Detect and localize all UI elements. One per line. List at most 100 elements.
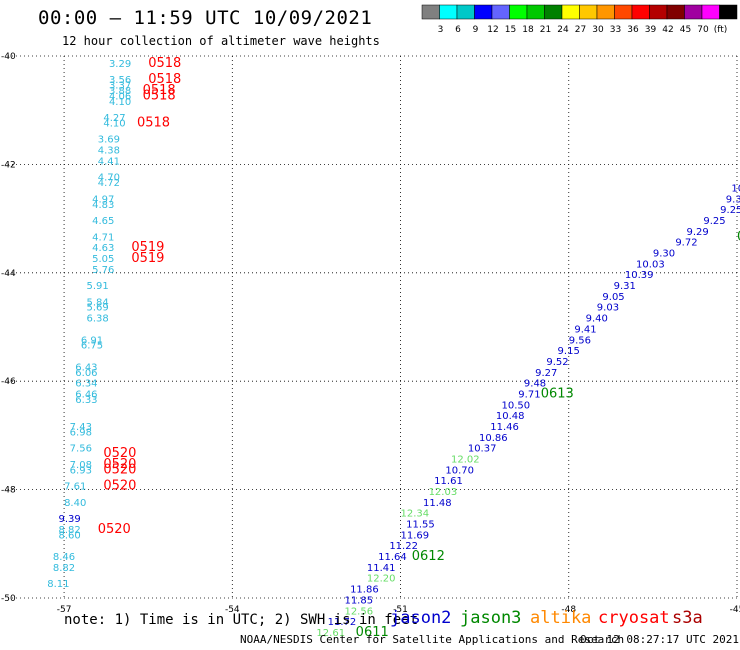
wave-height-label: 9.27 [535,368,557,379]
legend-jason2: jason2 [390,608,452,628]
wave-height-label: 4.72 [98,178,120,189]
wave-height-label: 12.61 [316,628,345,639]
legend-cryosat: cryosat [598,608,670,628]
wave-height-label: 11.86 [350,585,379,596]
wave-height-label: 12.34 [401,509,430,520]
wave-height-label: 10.03 [636,259,665,270]
wave-height-label: 9.30 [726,194,740,205]
wave-height-label: 10.86 [479,433,508,444]
wave-height-label: 6.34 [75,379,97,390]
wave-height-label: 7.56 [70,444,92,455]
wave-height-label: 9.31 [614,281,636,292]
wave-height-label: 6.75 [81,341,103,352]
wave-height-label: 10.70 [445,465,474,476]
wave-height-label: 5.84 [87,297,109,308]
wave-height-label: 9.25 [703,216,725,227]
wave-height-label: 5.91 [87,281,109,292]
wave-height-label: 11.72 [328,617,357,628]
y-tick-label: -50 [1,594,16,604]
wave-height-label: 7.61 [64,482,86,493]
scale-label: 70 [697,25,709,35]
legend-jason3: jason3 [460,608,522,628]
wave-height-label: 11.48 [423,498,452,509]
time-label: 0518 [143,88,176,103]
scale-swatch [719,4,738,20]
wave-height-label: 9.71 [518,389,540,400]
footer-credit: NOAA/NESDIS Center for Satellite Applica… [240,633,625,646]
wave-height-label: 7.43 [70,422,92,433]
wave-height-label: 9.41 [574,324,596,335]
wave-height-label: 4.10 [103,118,125,129]
scale-label: 24 [557,25,569,35]
wave-height-label: 4.97 [92,194,114,205]
wave-height-label: 11.85 [344,595,373,606]
x-tick-label: -45 [730,605,740,615]
wave-height-label: 11.55 [406,520,435,531]
wave-height-label: 10.39 [625,270,654,281]
time-label: 0520 [103,462,136,477]
chart-title: 00:00 – 11:59 UTC 10/09/2021 [38,7,373,29]
wave-height-label: 5.76 [92,265,114,276]
wave-height-label: 3.56 [109,75,131,86]
wave-height-label: 4.70 [98,173,120,184]
wave-height-label: 9.15 [558,346,580,357]
time-label: 0520 [103,479,136,494]
wave-height-label: 4.27 [103,113,125,124]
wave-height-label: 5.69 [87,303,109,314]
x-tick-label: -48 [561,605,576,615]
scale-label: 45 [680,25,691,35]
wave-height-label: 12.02 [451,455,480,466]
wave-height-label: 4.83 [92,200,114,211]
scale-label: 33 [610,25,621,35]
wave-height-label: 9.52 [546,357,568,368]
wave-height-label: 6.46 [75,389,97,400]
x-tick-label: -54 [225,605,240,615]
scale-label: 3 [438,25,444,35]
y-tick-label: -48 [1,486,16,496]
legend-altika: altika [530,608,592,628]
time-label: 0611 [356,625,389,640]
wave-height-label: 9.25 [720,205,740,216]
wave-height-label: 9.56 [569,335,591,346]
wave-height-label: 11.22 [389,541,418,552]
wave-height-label: 8.11 [47,579,69,590]
wave-height-label: 8.82 [58,525,80,536]
scale-label: 15 [505,25,516,35]
wave-height-label: 3.37 [109,81,131,92]
wave-height-label: 12.20 [367,574,396,585]
y-tick-label: -44 [1,269,16,279]
wave-height-label: 11.69 [401,530,430,541]
wave-height-label: 6.91 [81,335,103,346]
scale-label: 6 [455,25,461,35]
wave-height-label: 7.08 [70,460,92,471]
wave-height-label: 6.33 [75,395,97,406]
wave-height-label: 9.39 [58,514,80,525]
footnote: note: 1) Time is in UTC; 2) SWH is in fe… [64,612,419,628]
wave-height-label: 11.46 [490,422,519,433]
time-label: 0520 [103,457,136,472]
color-scale-legend: 3 6 9 12 15 18 21 24 27 30 33 36 39 42 45 70 (ft) [421,4,738,35]
time-label: 0520 [98,522,131,537]
time-label: 0518 [143,83,176,98]
wave-height-label: 4.10 [109,97,131,108]
scale-label: 39 [645,25,657,35]
scale-label: (ft) [714,25,728,35]
time-label: 0518 [137,115,170,130]
wave-height-label: 12.56 [344,606,373,617]
wave-height-label: 9.03 [597,303,619,314]
wave-height-label: 3.69 [98,135,120,146]
wave-height-label: 11.41 [367,563,396,574]
wave-height-label: 12.03 [429,487,458,498]
wave-height-label: 6.98 [70,427,92,438]
scale-label: 9 [473,25,479,35]
wave-height-label: 4.71 [92,232,114,243]
wave-height-label: 4.38 [98,146,120,157]
wave-height-label: 4.63 [92,243,114,254]
wave-height-label: 8.60 [58,530,80,541]
time-label: 0 [737,229,740,244]
wave-height-label: 9.72 [675,238,697,249]
time-label: 0519 [131,251,164,266]
wave-height-label: 10.0 [731,184,740,195]
time-label: 0519 [131,240,164,255]
